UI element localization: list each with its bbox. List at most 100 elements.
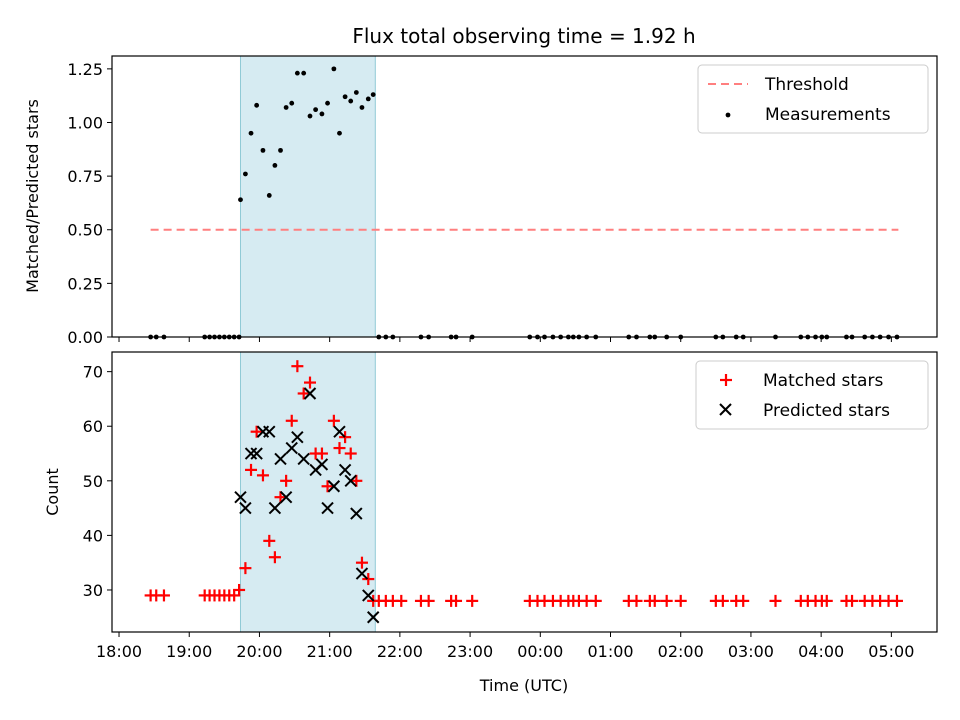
legend-measurements-swatch bbox=[725, 112, 731, 118]
matched-star-68 bbox=[820, 594, 833, 607]
matched-star-2 bbox=[157, 589, 170, 602]
matched-star-41 bbox=[450, 594, 463, 607]
matched-stars-points bbox=[144, 360, 903, 607]
x-tick-label: 04:00 bbox=[798, 642, 844, 661]
x-tick-label: 22:00 bbox=[377, 642, 423, 661]
matched-star-13 bbox=[250, 425, 263, 438]
legend-measurements-label: Measurements bbox=[765, 105, 891, 125]
top-y-tick-label: 0.75 bbox=[67, 167, 103, 186]
measurement-point-16 bbox=[266, 193, 272, 198]
top-y-ticks: 0.00 0.25 0.50 0.75 1.00 1.25 bbox=[67, 60, 112, 347]
measurement-point-23 bbox=[307, 113, 313, 119]
top-legend-box bbox=[697, 64, 929, 134]
matched-star-20 bbox=[291, 360, 304, 373]
matched-star-57 bbox=[660, 594, 673, 607]
measurement-point-28 bbox=[337, 130, 342, 136]
measurement-point-19 bbox=[283, 105, 289, 110]
matched-star-58 bbox=[674, 594, 687, 607]
predicted-star-16 bbox=[327, 480, 341, 493]
predicted-star-5 bbox=[263, 425, 276, 438]
measurement-point-18 bbox=[278, 147, 283, 153]
matched-star-37 bbox=[395, 594, 408, 607]
legend-matched-swatch bbox=[720, 374, 732, 386]
bottom-shaded-span bbox=[239, 351, 376, 633]
x-tick-label: 02:00 bbox=[658, 642, 704, 661]
predicted-star-20 bbox=[350, 507, 363, 520]
measurement-points bbox=[148, 66, 900, 340]
predicted-star-1 bbox=[239, 501, 252, 515]
top-x-ticks bbox=[118, 337, 892, 342]
matched-star-70 bbox=[846, 594, 859, 607]
predicted-star-23 bbox=[366, 611, 380, 624]
top-y-axis-label: Matched/Predicted stars bbox=[23, 99, 42, 293]
measurement-point-21 bbox=[294, 70, 300, 76]
bottom-y-axis-label: Count bbox=[43, 468, 62, 516]
x-tick-label: 01:00 bbox=[587, 642, 633, 661]
measurement-point-15 bbox=[260, 147, 266, 153]
x-tick-label: 18:00 bbox=[96, 642, 142, 661]
bottom-panel: 30 40 50 60 70 18:00 19:00 20:00 21:00 22:00 23:0… bbox=[43, 351, 938, 695]
matched-star-63 bbox=[769, 594, 782, 607]
matched-star-22 bbox=[304, 376, 316, 389]
top-panel: 0.00 0.25 0.50 0.75 1.00 1.25 Matched/Predict… bbox=[23, 55, 938, 347]
matched-star-17 bbox=[274, 491, 287, 504]
predicted-star-7 bbox=[274, 452, 287, 466]
matched-star-52 bbox=[589, 594, 602, 607]
x-tick-label: 19:00 bbox=[166, 642, 212, 661]
matched-star-56 bbox=[648, 594, 661, 607]
matched-star-29 bbox=[344, 447, 357, 460]
predicted-star-2 bbox=[244, 447, 258, 460]
matched-star-25 bbox=[321, 480, 334, 493]
top-y-tick-label: 0.00 bbox=[67, 328, 103, 347]
matched-star-24 bbox=[315, 447, 328, 460]
x-tick-label: 03:00 bbox=[728, 642, 774, 661]
measurement-point-22 bbox=[301, 70, 307, 76]
predicted-star-11 bbox=[297, 452, 310, 466]
bottom-x-ticks: 18:00 19:00 20:00 21:00 22:00 23:00 00:00 01:00… bbox=[96, 632, 914, 661]
top-legend: Threshold Measurements bbox=[697, 64, 929, 134]
predicted-star-15 bbox=[321, 501, 334, 515]
matched-star-42 bbox=[466, 594, 479, 607]
measurement-point-24 bbox=[313, 107, 319, 113]
measurement-point-34 bbox=[370, 92, 376, 98]
measurement-point-12 bbox=[243, 171, 248, 177]
matched-star-30 bbox=[350, 474, 363, 487]
measurement-point-29 bbox=[342, 94, 348, 100]
x-tick-label: 05:00 bbox=[868, 642, 914, 661]
bottom-y-ticks: 30 40 50 60 70 bbox=[83, 363, 112, 600]
top-y-tick-label: 1.00 bbox=[67, 113, 103, 132]
predicted-stars-points bbox=[234, 387, 380, 624]
bottom-y-tick-label: 50 bbox=[83, 472, 103, 491]
measurement-point-32 bbox=[359, 105, 365, 110]
bottom-y-tick-label: 40 bbox=[83, 526, 103, 545]
x-tick-label: 20:00 bbox=[236, 642, 282, 661]
measurement-point-30 bbox=[348, 98, 354, 104]
measurement-point-11 bbox=[238, 197, 243, 203]
legend-predicted-swatch bbox=[719, 403, 732, 416]
predicted-star-3 bbox=[250, 447, 263, 460]
bottom-y-tick-label: 30 bbox=[83, 581, 103, 600]
top-axes-frame bbox=[111, 55, 938, 338]
predicted-star-21 bbox=[355, 567, 369, 580]
bottom-axes-frame bbox=[111, 351, 938, 633]
predicted-star-12 bbox=[303, 387, 317, 400]
legend-matched-label: Matched stars bbox=[763, 371, 883, 391]
predicted-star-17 bbox=[333, 425, 346, 438]
matched-star-28 bbox=[339, 431, 352, 444]
top-y-tick-label: 0.50 bbox=[67, 221, 103, 240]
bottom-legend-box bbox=[695, 360, 929, 430]
predicted-star-14 bbox=[315, 458, 329, 471]
measurement-point-27 bbox=[331, 66, 337, 72]
matched-star-18 bbox=[280, 474, 293, 487]
x-tick-label: 00:00 bbox=[517, 642, 563, 661]
predicted-star-6 bbox=[268, 501, 282, 515]
top-shaded-span bbox=[239, 55, 376, 338]
predicted-star-22 bbox=[362, 589, 375, 602]
matched-star-11 bbox=[239, 562, 252, 575]
x-tick-label: 23:00 bbox=[447, 642, 493, 661]
measurement-point-13 bbox=[248, 130, 254, 136]
matched-star-31 bbox=[355, 556, 368, 569]
x-tick-label: 21:00 bbox=[307, 642, 353, 661]
matched-star-15 bbox=[263, 534, 276, 547]
matched-star-12 bbox=[245, 463, 258, 476]
